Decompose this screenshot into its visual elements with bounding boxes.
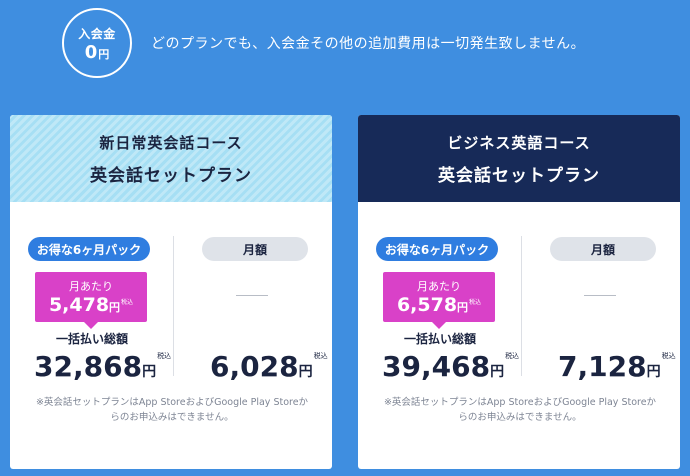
six-month-pack-pill: お得な6ヶ月パック xyxy=(376,237,498,261)
plan-card-body: お得な6ヶ月パック 月額 月あたり 5,478円税込 一括払い総額 32,868… xyxy=(10,202,332,469)
plan-card-header: 新日常英会話コース 英会話セットプラン xyxy=(10,115,332,202)
six-month-pack-pill: お得な6ヶ月パック xyxy=(28,237,150,261)
monthly-price: 7,128円税込 xyxy=(558,350,676,383)
plan-card-business-english: ビジネス英語コース 英会話セットプラン お得な6ヶ月パック 月額 月あたり 6,… xyxy=(358,115,680,469)
monthly-placeholder-dash xyxy=(236,295,268,296)
plan-card-daily-english: 新日常英会話コース 英会話セットプラン お得な6ヶ月パック 月額 月あたり 5,… xyxy=(10,115,332,469)
lump-sum-label: 一括払い総額 xyxy=(55,332,128,346)
monthly-pill: 月額 xyxy=(202,237,308,261)
plan-card-body: お得な6ヶ月パック 月額 月あたり 6,578円税込 一括払い総額 39,468… xyxy=(358,202,680,469)
monthly-placeholder-dash xyxy=(584,295,616,296)
lump-sum-price: 39,468円税込 xyxy=(382,350,520,383)
per-month-label: 月あたり xyxy=(69,280,113,294)
entrance-fee-label: 入会金 xyxy=(78,26,116,41)
per-month-label: 月あたり xyxy=(417,280,461,294)
entrance-fee-value: 0円 xyxy=(84,41,110,63)
per-month-price-box: 月あたり 6,578円税込 xyxy=(383,272,495,329)
per-month-price: 5,478円税込 xyxy=(48,294,134,317)
plan-card-header: ビジネス英語コース 英会話セットプラン xyxy=(358,115,680,202)
lump-sum-label: 一括払い総額 xyxy=(403,332,476,346)
app-store-note: ※英会話セットプランはApp StoreおよびGoogle Play Store… xyxy=(383,397,657,424)
course-name: 新日常英会話コース xyxy=(99,133,243,152)
plan-name: 英会話セットプラン xyxy=(90,165,252,186)
no-extra-fee-message: どのプランでも、入会金その他の追加費用は一切発生致しません。 xyxy=(151,36,586,52)
per-month-price: 6,578円税込 xyxy=(396,294,482,317)
column-divider xyxy=(521,236,522,376)
plan-name: 英会話セットプラン xyxy=(438,165,600,186)
monthly-pill: 月額 xyxy=(550,237,656,261)
entrance-fee-badge: 入会金 0円 xyxy=(62,8,132,78)
course-name: ビジネス英語コース xyxy=(447,133,591,152)
app-store-note: ※英会話セットプランはApp StoreおよびGoogle Play Store… xyxy=(35,397,309,424)
lump-sum-price: 32,868円税込 xyxy=(34,350,172,383)
per-month-price-box: 月あたり 5,478円税込 xyxy=(35,272,147,329)
column-divider xyxy=(173,236,174,376)
monthly-price: 6,028円税込 xyxy=(210,350,328,383)
